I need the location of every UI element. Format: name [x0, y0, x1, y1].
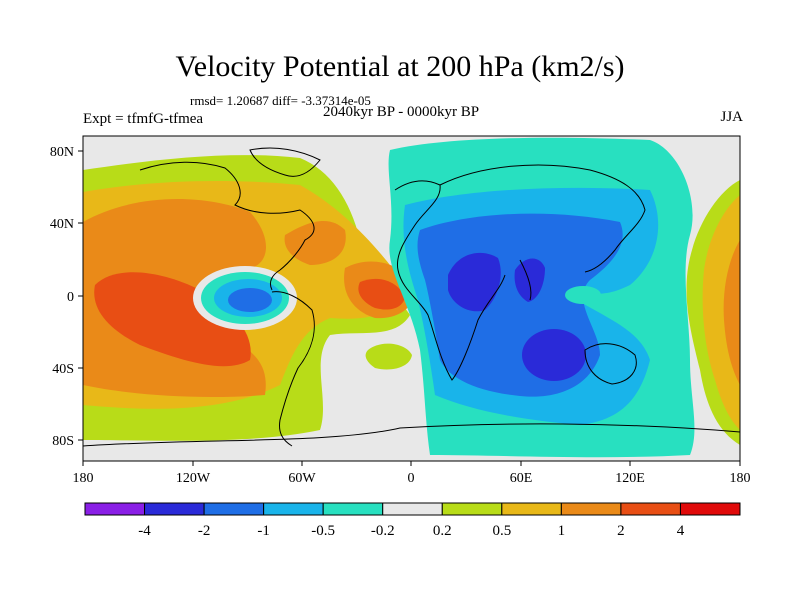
colorbar-swatch-0 [84, 502, 146, 516]
map-title: Velocity Potential at 200 hPa (km2/s) [175, 50, 625, 83]
experiment-label: Expt = tfmfG-tfmea [83, 111, 204, 127]
colorbar-label-7: 1 [558, 523, 566, 539]
colorbar-label-5: 0.2 [433, 523, 452, 539]
colorbar-label-9: 4 [677, 523, 685, 539]
contour-neg-2-east-pacific [228, 288, 272, 312]
contour-neg-0.5-maritime [565, 286, 601, 304]
colorbar-label-2: -1 [257, 523, 270, 539]
colorbar-label-6: 0.5 [492, 523, 511, 539]
x-tick-label-180w: 180 [73, 471, 94, 486]
contour-neg-4-indian-ocean [522, 329, 586, 381]
colorbar-swatch-10 [679, 502, 741, 516]
period-label: 2040kyr BP - 0000kyr BP [323, 104, 480, 120]
colorbar-swatch-8 [560, 502, 622, 516]
colorbar-label-1: -2 [198, 523, 211, 539]
y-tick-label-40n: 40N [50, 217, 74, 232]
y-tick-label-80n: 80N [50, 145, 74, 160]
coastline-north-america [139, 161, 315, 291]
contour-pos-2-pacific [94, 272, 251, 367]
x-tick-label-120w: 120W [176, 471, 211, 486]
colorbar-swatch-3 [263, 502, 324, 516]
coastline-australia [584, 343, 637, 385]
y-tick-label-40s: 40S [52, 362, 74, 377]
x-tick-label-180e: 180 [730, 471, 751, 486]
rmsd-diff-stats: rmsd= 1.20687 diff= -3.37314e-05 [190, 93, 371, 108]
contour-pos-1-dateline [723, 240, 740, 385]
colorbar-swatch-2 [203, 502, 265, 516]
colorbar-label-4: -0.2 [371, 523, 395, 539]
coastline-greenland [249, 147, 321, 177]
colorbar-label-0: -4 [138, 523, 151, 539]
y-tick-label-0: 0 [67, 290, 74, 305]
x-tick-label-60w: 60W [288, 471, 316, 486]
x-tick-label-0: 0 [408, 471, 415, 486]
colorbar-swatch-1 [144, 502, 205, 516]
coastline-south-america [271, 291, 315, 447]
x-tick-label-60e: 60E [510, 471, 533, 486]
contour-neg-4-east-africa [448, 252, 501, 312]
axis-ticks [78, 150, 741, 466]
colorbar-label-8: 2 [617, 523, 625, 539]
contour-neg-4-india [514, 258, 545, 302]
colorbar-swatch-9 [620, 502, 681, 516]
y-tick-label-80s: 80S [52, 434, 74, 449]
colorbar-swatch-6 [441, 502, 503, 516]
coastline-india [519, 259, 532, 301]
contour-pos-2-tropical-atlantic [358, 278, 405, 310]
contour-pos-1-atlantic [284, 220, 346, 265]
season-label: JJA [720, 109, 743, 125]
coastline-antarctica [83, 423, 740, 447]
coastline-europe-africa [394, 180, 506, 381]
contour-pos-0.2-south-atlantic [365, 343, 412, 370]
coastline-asia [439, 164, 646, 273]
colorbar-label-3: -0.5 [311, 523, 335, 539]
x-tick-label-120e: 120E [615, 471, 645, 486]
contour-field [83, 136, 740, 461]
coastlines [83, 147, 740, 447]
colorbar-swatch-5 [382, 502, 443, 516]
contour-pos-0.5-dateline [702, 195, 740, 430]
colorbar-swatch-4 [322, 502, 384, 516]
colorbar: -4 -2 -1 -0.5 -0.2 0.2 0.5 1 2 4 [84, 502, 741, 539]
colorbar-swatch-7 [501, 502, 562, 516]
